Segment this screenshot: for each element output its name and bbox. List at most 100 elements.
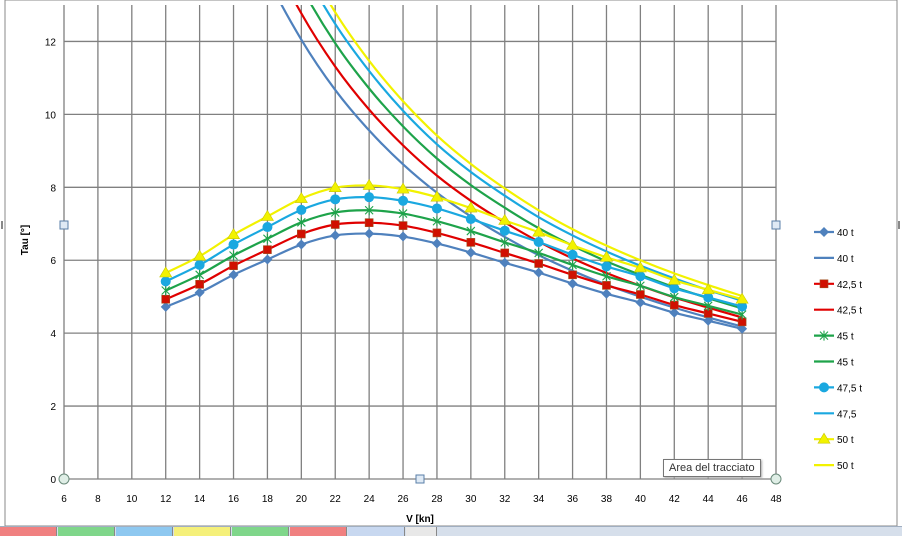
legend-entry[interactable]: 40 t [814,227,854,239]
circle-marker [465,214,476,225]
sheet-tab[interactable] [58,527,115,536]
x-tick-label: 12 [160,494,172,505]
series-47-5-t-markers[interactable] [160,192,748,312]
legend-entry[interactable]: 42,5 t [814,306,862,317]
y-tick-label: 12 [45,37,57,48]
sheet-tab[interactable] [0,527,57,536]
star-marker [669,292,679,303]
x-tick-label: 6 [61,494,67,505]
square-marker [398,221,408,230]
x-tick-label: 22 [330,494,342,505]
x-axis-ticks: 6 8 10 12 14 16 18 20 22 24 26 28 30 32 34 36 38 40 42 44 46… [61,494,782,505]
circle-marker [819,382,829,393]
legend-label: 47,5 [837,409,857,420]
star-marker [195,269,205,280]
star-marker [296,217,306,228]
sheet-tab[interactable] [348,527,405,536]
legend-label: 45 t [837,358,854,369]
diamond-marker [533,267,544,278]
series-50-t-line[interactable] [234,0,743,298]
y-axis-title: Tau [°] [20,225,31,255]
diamond-marker [228,269,239,280]
x-tick-label: 28 [431,494,443,505]
triangle-marker [294,192,308,203]
x-tick-label: 26 [397,494,409,505]
legend-entry[interactable]: 40 t [814,254,854,265]
chart-resize-handle[interactable] [1,221,3,229]
sheet-tab[interactable] [174,527,231,536]
star-marker [500,237,510,248]
circle-marker [262,222,273,233]
circle-marker [431,203,442,214]
star-marker [432,216,442,227]
series-42-5-t-markers[interactable] [161,218,747,327]
legend-entry[interactable]: 45 t [814,358,854,369]
legend[interactable]: 40 t 40 t 42,5 t 42,5 t 45 t 45 t 47,5 t 47,5 50… [814,227,862,472]
x-tick-label: 24 [364,494,376,505]
series-40-t-markers[interactable] [160,228,748,334]
x-tick-label: 14 [194,494,206,505]
sheet-tab[interactable] [116,527,173,536]
circle-marker [567,249,578,260]
triangle-marker [159,266,173,278]
square-marker [263,245,272,254]
x-tick-label: 46 [737,494,749,505]
x-tick-label: 36 [567,494,579,505]
circle-marker [194,259,205,270]
x-axis-title: V [kn] [406,514,434,525]
legend-entry[interactable]: 50 t [814,432,854,446]
legend-entry[interactable]: 47,5 t [814,382,862,394]
x-tick-label: 44 [703,494,715,505]
series-50-t-markers[interactable] [159,178,749,304]
diamond-marker [431,238,442,249]
series-line[interactable] [234,0,743,302]
legend-entry[interactable]: 42,5 t [814,279,862,291]
resize-handle-square[interactable] [771,220,781,230]
triangle-marker [701,283,715,295]
legend-entry[interactable]: 45 t [814,330,854,343]
series-line[interactable] [234,0,743,298]
sheet-tabs-bar[interactable] [0,526,902,536]
chart-area[interactable] [4,0,898,527]
resize-handle-corner[interactable] [770,473,782,485]
legend-entry[interactable]: 47,5 [814,409,857,420]
circle-marker [635,271,646,282]
x-tick-label: 20 [296,494,308,505]
circle-marker [601,261,612,272]
legend-entry[interactable]: 50 t [814,461,854,472]
triangle-marker [599,250,614,262]
chart-resize-handle[interactable] [898,221,900,229]
sheet-tab[interactable] [406,527,437,536]
sheet-tab[interactable] [232,527,289,536]
legend-label: 45 t [837,332,854,343]
diamond-marker [669,307,680,318]
resize-handle-corner[interactable] [58,473,70,485]
x-tick-label: 30 [465,494,477,505]
series-47-5-line[interactable] [234,0,743,302]
square-marker [432,228,442,238]
y-tick-label: 10 [45,110,57,121]
x-tick-label: 34 [533,494,545,505]
square-marker [602,281,611,290]
selection-handles[interactable] [1,220,900,485]
diamond-marker [567,278,578,289]
resize-handle-square[interactable] [59,220,69,230]
square-marker [161,294,171,304]
diamond-marker [499,257,510,268]
triangle-marker [396,182,410,194]
series-line[interactable] [165,209,743,316]
x-tick-label: 16 [228,494,240,505]
x-tick-label: 38 [601,494,613,505]
triangle-marker [633,261,647,273]
legend-label: 40 t [837,254,854,265]
triangle-marker [328,181,342,192]
circle-marker [703,292,714,303]
resize-handle-square[interactable] [415,474,425,484]
star-marker [466,226,476,237]
plot-area[interactable] [159,0,749,334]
star-marker [703,300,713,311]
x-tick-label: 42 [669,494,681,505]
sheet-tab[interactable] [290,527,347,536]
triangle-marker [260,209,274,221]
